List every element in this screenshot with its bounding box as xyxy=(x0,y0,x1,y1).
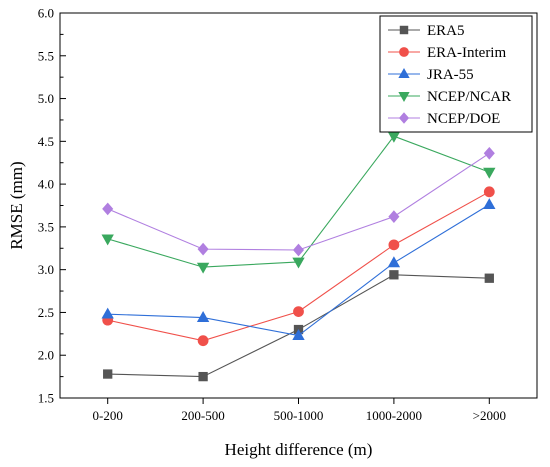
data-point-era-interim xyxy=(388,239,400,251)
legend-item-ncep-ncar: NCEP/NCAR xyxy=(388,89,511,105)
y-tick-label: 1.5 xyxy=(38,391,54,406)
data-point-era-interim xyxy=(293,306,304,317)
x-tick-label: 0-200 xyxy=(93,408,123,423)
series-jra-55 xyxy=(101,198,496,340)
data-point-ncep-doe xyxy=(292,243,305,257)
legend-marker xyxy=(398,112,410,124)
data-point-era5 xyxy=(198,371,208,382)
y-tick-label: 2.0 xyxy=(38,348,54,363)
series-era5 xyxy=(103,270,494,382)
legend-label: NCEP/DOE xyxy=(427,111,500,127)
data-point-jra-55 xyxy=(387,256,401,268)
data-point-jra-55 xyxy=(101,307,114,319)
y-axis-title: RMSE (mm) xyxy=(7,161,26,249)
legend-label: ERA-Interim xyxy=(427,45,506,61)
series-era-interim xyxy=(102,186,495,347)
y-tick-label: 3.0 xyxy=(38,262,54,277)
legend-marker xyxy=(399,47,409,57)
legend-item-era5: ERA5 xyxy=(388,23,465,39)
y-tick-label: 5.0 xyxy=(38,91,54,106)
legend-item-ncep-doe: NCEP/DOE xyxy=(388,111,500,127)
legend-label: NCEP/NCAR xyxy=(427,89,511,105)
data-point-era5 xyxy=(103,369,113,379)
data-point-era5 xyxy=(389,270,399,280)
series-ncep-ncar xyxy=(101,131,496,274)
y-tick-label: 5.5 xyxy=(38,48,54,63)
series-ncep-doe xyxy=(102,146,495,257)
x-tick-label: 500-1000 xyxy=(274,408,324,423)
data-point-ncep-ncar xyxy=(292,257,305,269)
legend-label: JRA-55 xyxy=(427,67,474,83)
data-point-jra-55 xyxy=(196,311,210,322)
data-point-era5 xyxy=(484,273,494,283)
legend-item-jra-55: JRA-55 xyxy=(388,67,474,83)
x-axis-title: Height difference (m) xyxy=(225,440,373,459)
data-point-ncep-doe xyxy=(197,242,209,256)
series-line-ncep-doe xyxy=(107,152,490,251)
data-point-era-interim xyxy=(197,335,209,347)
data-point-ncep-doe xyxy=(102,202,114,216)
data-point-jra-55 xyxy=(292,328,305,340)
x-tick-label: >2000 xyxy=(473,408,506,423)
y-tick-label: 3.5 xyxy=(38,219,54,234)
y-tick-label: 2.5 xyxy=(38,305,54,320)
legend: ERA5 ERA-Interim JRA-55 NCEP/NCAR NCEP/DOE xyxy=(379,15,533,133)
x-tick-label: 200-500 xyxy=(181,408,224,423)
data-point-ncep-ncar xyxy=(196,262,210,274)
y-tick-label: 4.5 xyxy=(38,134,54,149)
x-axis: 0-200 200-500 500-1000 1000-2000 >2000 xyxy=(93,398,506,423)
y-tick-label: 4.0 xyxy=(38,177,54,192)
data-point-ncep-doe xyxy=(388,210,400,223)
y-tick-label: 6.0 xyxy=(38,6,54,21)
y-axis: 1.5 2.0 2.5 3.0 3.5 4.0 4.5 5.0 5.5 6.0 xyxy=(38,6,66,406)
series-layer xyxy=(101,131,496,382)
data-point-ncep-ncar xyxy=(101,234,114,246)
data-point-era-interim xyxy=(483,186,495,198)
x-tick-label: 1000-2000 xyxy=(366,408,422,423)
legend-item-era-interim: ERA-Interim xyxy=(388,45,506,61)
data-point-jra-55 xyxy=(483,198,496,210)
legend-label: ERA5 xyxy=(427,23,465,39)
legend-marker xyxy=(398,92,410,102)
data-point-ncep-doe xyxy=(483,146,495,160)
legend-marker xyxy=(398,68,410,78)
legend-marker xyxy=(399,25,409,35)
data-point-ncep-ncar xyxy=(483,167,496,179)
